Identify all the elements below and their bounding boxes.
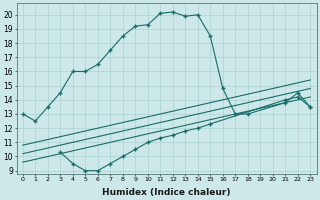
X-axis label: Humidex (Indice chaleur): Humidex (Indice chaleur) xyxy=(102,188,231,197)
